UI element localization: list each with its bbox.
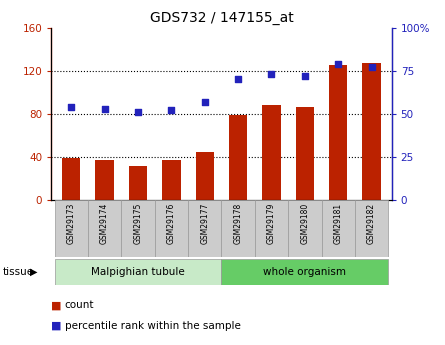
- Bar: [229, 115, 247, 200]
- Point: [301, 73, 308, 79]
- Point: [368, 65, 375, 70]
- Text: ■: ■: [51, 321, 62, 331]
- Text: ■: ■: [51, 300, 62, 310]
- Bar: [295, 107, 314, 200]
- Text: GSM29179: GSM29179: [267, 203, 276, 244]
- Point: [335, 61, 342, 67]
- Bar: [222, 200, 255, 257]
- Text: GSM29181: GSM29181: [334, 203, 343, 244]
- Text: percentile rank within the sample: percentile rank within the sample: [65, 321, 240, 331]
- Bar: [121, 200, 155, 257]
- Point: [201, 99, 208, 105]
- Bar: [195, 151, 214, 200]
- Text: Malpighian tubule: Malpighian tubule: [91, 267, 185, 277]
- Text: GSM29175: GSM29175: [134, 203, 142, 244]
- Text: GSM29180: GSM29180: [300, 203, 309, 244]
- Text: GSM29176: GSM29176: [167, 203, 176, 244]
- Bar: [155, 200, 188, 257]
- Point: [268, 71, 275, 77]
- Point: [101, 106, 108, 111]
- Text: whole organism: whole organism: [263, 267, 346, 277]
- Bar: [188, 200, 222, 257]
- Point: [235, 77, 242, 82]
- Point: [68, 104, 75, 110]
- Bar: [162, 160, 181, 200]
- Text: ▶: ▶: [30, 267, 38, 277]
- Bar: [62, 158, 81, 200]
- Text: GSM29174: GSM29174: [100, 203, 109, 244]
- Bar: [129, 166, 147, 200]
- Text: GSM29173: GSM29173: [67, 203, 76, 244]
- Title: GDS732 / 147155_at: GDS732 / 147155_at: [150, 11, 293, 25]
- Text: GSM29178: GSM29178: [234, 203, 243, 244]
- Bar: [255, 200, 288, 257]
- Point: [134, 109, 142, 115]
- Bar: [88, 200, 121, 257]
- Bar: [262, 105, 281, 200]
- Bar: [362, 63, 381, 200]
- Text: tissue: tissue: [2, 267, 33, 277]
- Bar: [222, 259, 388, 285]
- Bar: [322, 200, 355, 257]
- Text: count: count: [65, 300, 94, 310]
- Bar: [329, 65, 348, 200]
- Bar: [55, 200, 88, 257]
- Bar: [95, 160, 114, 200]
- Bar: [55, 259, 222, 285]
- Text: GSM29177: GSM29177: [200, 203, 209, 244]
- Point: [168, 108, 175, 113]
- Bar: [288, 200, 322, 257]
- Text: GSM29182: GSM29182: [367, 203, 376, 244]
- Bar: [355, 200, 388, 257]
